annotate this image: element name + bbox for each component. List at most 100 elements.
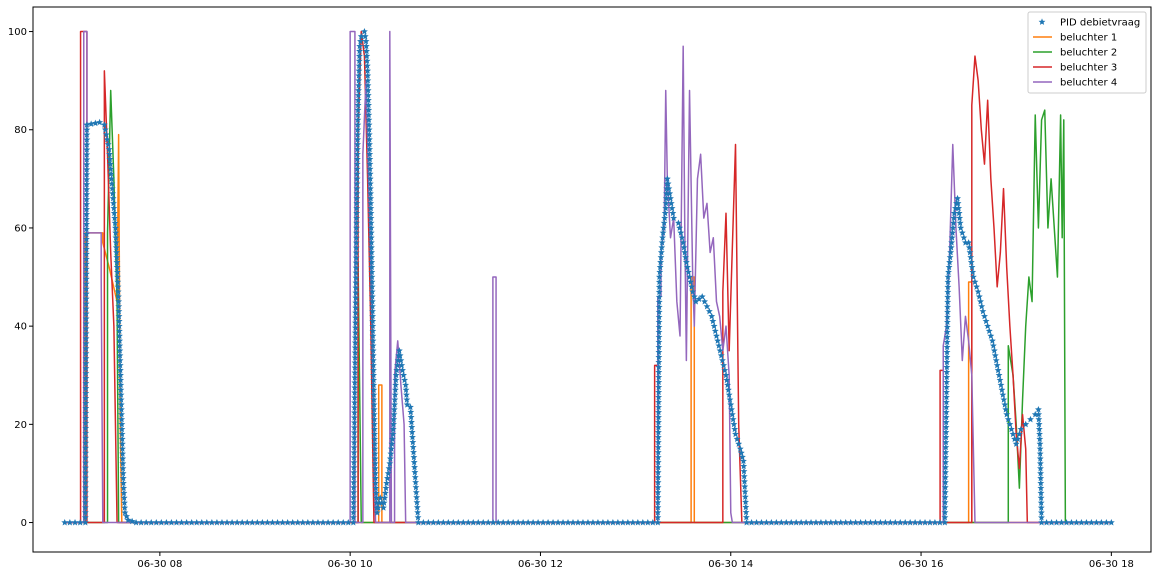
- pid-marker: [1083, 518, 1090, 526]
- pid-marker: [942, 463, 949, 471]
- pid-marker: [1036, 460, 1044, 467]
- pid-marker: [352, 319, 359, 326]
- pid-marker: [334, 518, 342, 526]
- pid-marker: [408, 418, 415, 426]
- pid-marker: [101, 126, 109, 133]
- pid-marker: [679, 239, 687, 246]
- pid-marker: [539, 518, 547, 526]
- pid-marker: [944, 313, 951, 321]
- pid-marker: [683, 263, 691, 271]
- pid-marker: [409, 443, 417, 451]
- pid-marker: [83, 146, 91, 153]
- pid-marker: [119, 460, 127, 467]
- series-pid-debietvraag: [61, 27, 1115, 526]
- pid-marker: [655, 358, 663, 366]
- pid-marker: [117, 391, 125, 398]
- pid-marker: [661, 209, 669, 217]
- pid-marker: [367, 199, 375, 207]
- pid-marker: [367, 209, 375, 217]
- pid-marker: [350, 454, 358, 461]
- pid-marker: [675, 219, 682, 226]
- pid-marker: [82, 489, 89, 496]
- pid-marker: [949, 224, 957, 231]
- pid-marker: [83, 195, 91, 203]
- pid-marker: [668, 204, 676, 212]
- pid-marker: [670, 214, 678, 222]
- pid-marker: [350, 483, 358, 491]
- pid-marker: [655, 373, 663, 381]
- pid-marker: [83, 235, 90, 243]
- pid-marker: [147, 518, 155, 526]
- pid-marker: [83, 240, 90, 248]
- pid-marker: [459, 518, 467, 526]
- pid-marker: [351, 344, 359, 351]
- pid-marker: [669, 209, 677, 217]
- pid-marker: [213, 518, 221, 526]
- pid-marker: [1014, 435, 1022, 442]
- pid-marker: [87, 120, 95, 127]
- pid-marker: [228, 518, 236, 526]
- pid-marker: [656, 263, 664, 271]
- pid-marker: [655, 278, 663, 285]
- pid-marker: [1036, 435, 1044, 442]
- pid-marker: [654, 503, 662, 511]
- pid-marker: [1036, 440, 1044, 447]
- legend-label: beluchter 1: [1060, 33, 1117, 44]
- pid-marker: [82, 339, 90, 347]
- pid-marker: [356, 42, 364, 50]
- pid-marker: [309, 518, 317, 526]
- pid-marker: [353, 160, 361, 168]
- pid-marker: [667, 199, 675, 207]
- pid-marker: [351, 384, 359, 391]
- pid-marker: [569, 518, 577, 526]
- pid-marker: [1000, 396, 1008, 403]
- pid-marker: [363, 57, 371, 64]
- pid-marker: [662, 194, 670, 202]
- pid-marker: [977, 297, 984, 305]
- pid-marker: [364, 86, 372, 94]
- pid-marker: [1053, 518, 1060, 526]
- pid-marker: [368, 273, 376, 280]
- pid-marker: [106, 155, 114, 163]
- pid-marker: [364, 96, 372, 104]
- pid-marker: [128, 517, 136, 525]
- pid-marker: [901, 518, 909, 526]
- pid-marker: [364, 67, 372, 74]
- pid-marker: [350, 424, 358, 431]
- pid-marker: [352, 309, 360, 316]
- pid-marker: [178, 518, 185, 526]
- pid-marker: [408, 428, 416, 436]
- pid-marker: [967, 253, 975, 261]
- x-tick-label: 06-30 14: [708, 559, 753, 570]
- pid-marker: [604, 518, 612, 526]
- pid-marker: [351, 399, 359, 406]
- pid-marker: [83, 220, 90, 228]
- pid-marker: [1078, 518, 1085, 526]
- pid-marker: [82, 464, 89, 471]
- pid-marker: [655, 308, 663, 316]
- pid-marker: [362, 42, 370, 50]
- pid-marker: [941, 483, 949, 491]
- pid-marker: [469, 518, 477, 526]
- pid-marker: [1058, 518, 1065, 526]
- pid-marker: [1006, 420, 1014, 428]
- pid-marker: [83, 210, 90, 218]
- pid-marker: [687, 278, 695, 285]
- pid-marker: [355, 81, 363, 89]
- pid-marker: [614, 518, 622, 526]
- pid-marker: [329, 518, 337, 526]
- pid-marker: [367, 234, 375, 241]
- pid-marker: [351, 349, 359, 356]
- pid-marker: [1002, 406, 1010, 413]
- pid-marker: [729, 415, 737, 423]
- pid-marker: [103, 135, 111, 143]
- pid-marker: [370, 406, 378, 413]
- pid-marker: [365, 101, 372, 109]
- pid-marker: [410, 453, 418, 461]
- pid-marker: [82, 330, 90, 337]
- pid-marker: [689, 288, 697, 295]
- pid-marker: [367, 194, 375, 202]
- pid-marker: [740, 462, 748, 470]
- pid-marker: [731, 425, 739, 433]
- pid-marker: [946, 253, 954, 261]
